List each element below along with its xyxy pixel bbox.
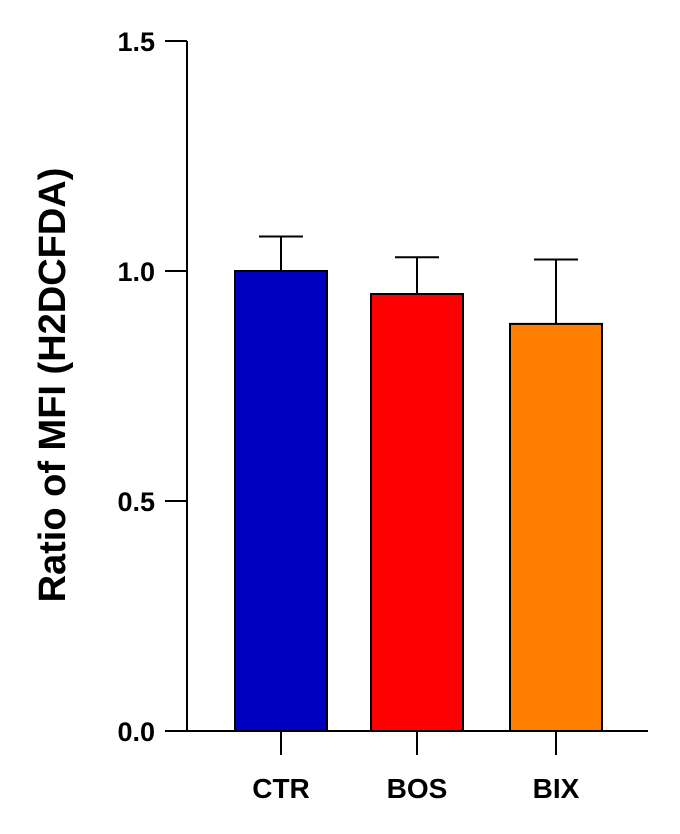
- y-tick-label-2: 1.0: [117, 257, 155, 287]
- x-tick-label-bix: BIX: [533, 773, 580, 804]
- x-tick-label-ctr: CTR: [252, 773, 310, 804]
- y-tick-label-0: 0.0: [117, 717, 155, 747]
- bar-bix: [509, 322, 603, 732]
- x-axis: CTR BOS BIX: [187, 730, 648, 804]
- bar-bos: [370, 293, 464, 732]
- y-axis: 0.0 0.5 1.0 1.5: [117, 27, 188, 747]
- y-tick-label-3: 1.5: [117, 27, 155, 57]
- error-bars: [259, 235, 578, 324]
- bars: [234, 270, 603, 732]
- y-axis-title: Ratio of MFI (H2DCFDA): [32, 168, 74, 603]
- bar-ctr: [234, 270, 328, 732]
- y-tick-label-1: 0.5: [117, 487, 155, 517]
- x-tick-label-bos: BOS: [387, 773, 448, 804]
